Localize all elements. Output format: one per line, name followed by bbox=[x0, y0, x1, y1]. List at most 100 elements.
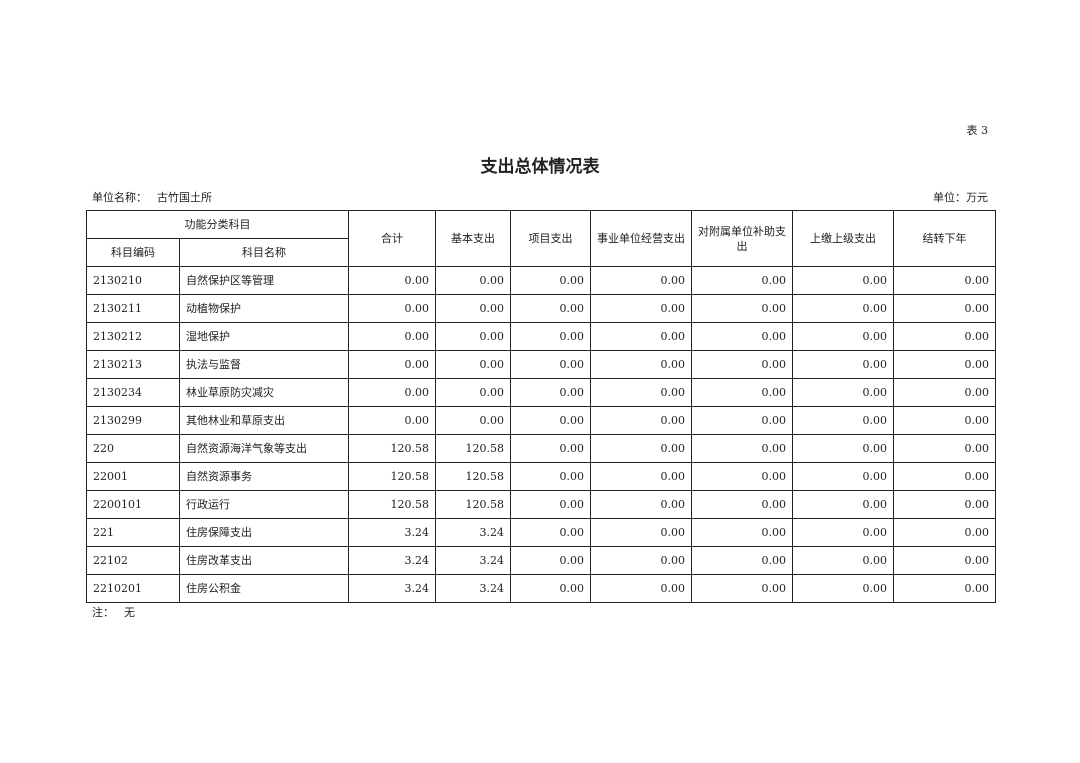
cell-carry: 0.00 bbox=[893, 266, 996, 295]
table-row: 221 住房保障支出 3.24 3.24 0.00 0.00 0.00 0.00 0.00 bbox=[86, 518, 996, 547]
table-row: 2130210 自然保护区等管理 0.00 0.00 0.00 0.00 0.00 0.00 0… bbox=[86, 266, 996, 295]
cell-code: 221 bbox=[86, 518, 180, 547]
cell-subsidy: 0.00 bbox=[691, 350, 793, 379]
cell-code: 2130211 bbox=[86, 294, 180, 323]
cell-project: 0.00 bbox=[510, 574, 591, 603]
cell-code: 22102 bbox=[86, 546, 180, 575]
cell-basic: 0.00 bbox=[435, 266, 511, 295]
cell-carry: 0.00 bbox=[893, 434, 996, 463]
cell-business: 0.00 bbox=[590, 518, 692, 547]
cell-code: 22001 bbox=[86, 462, 180, 491]
header-total: 合计 bbox=[348, 210, 436, 267]
cell-carry: 0.00 bbox=[893, 518, 996, 547]
cell-total: 3.24 bbox=[348, 518, 436, 547]
table-row: 2200101 行政运行 120.58 120.58 0.00 0.00 0.00 0.00 0… bbox=[86, 490, 996, 519]
cell-code: 2130213 bbox=[86, 350, 180, 379]
cell-total: 120.58 bbox=[348, 462, 436, 491]
cell-basic: 0.00 bbox=[435, 294, 511, 323]
cell-upper: 0.00 bbox=[792, 546, 894, 575]
cell-project: 0.00 bbox=[510, 406, 591, 435]
cell-subsidy: 0.00 bbox=[691, 490, 793, 519]
cell-total: 120.58 bbox=[348, 490, 436, 519]
cell-basic: 3.24 bbox=[435, 518, 511, 547]
cell-upper: 0.00 bbox=[792, 434, 894, 463]
cell-basic: 3.24 bbox=[435, 574, 511, 603]
cell-basic: 120.58 bbox=[435, 462, 511, 491]
note-value: 无 bbox=[124, 606, 135, 619]
cell-name: 林业草原防灾减灾 bbox=[179, 378, 349, 407]
cell-subsidy: 0.00 bbox=[691, 434, 793, 463]
table-row: 2130234 林业草原防灾减灾 0.00 0.00 0.00 0.00 0.00 0.00 0… bbox=[86, 378, 996, 407]
cell-subsidy: 0.00 bbox=[691, 266, 793, 295]
table-row: 220 自然资源海洋气象等支出 120.58 120.58 0.00 0.00 0.00 0.… bbox=[86, 434, 996, 463]
cell-code: 2130210 bbox=[86, 266, 180, 295]
table-row: 22001 自然资源事务 120.58 120.58 0.00 0.00 0.00 0.00 0… bbox=[86, 462, 996, 491]
cell-name: 行政运行 bbox=[179, 490, 349, 519]
cell-upper: 0.00 bbox=[792, 462, 894, 491]
cell-name: 其他林业和草原支出 bbox=[179, 406, 349, 435]
cell-name: 住房改革支出 bbox=[179, 546, 349, 575]
cell-carry: 0.00 bbox=[893, 322, 996, 351]
cell-upper: 0.00 bbox=[792, 266, 894, 295]
cell-upper: 0.00 bbox=[792, 518, 894, 547]
cell-subsidy: 0.00 bbox=[691, 574, 793, 603]
cell-code: 220 bbox=[86, 434, 180, 463]
unit-name-value: 古竹国土所 bbox=[157, 191, 212, 204]
header-basic: 基本支出 bbox=[435, 210, 511, 267]
cell-upper: 0.00 bbox=[792, 490, 894, 519]
cell-business: 0.00 bbox=[590, 266, 692, 295]
cell-project: 0.00 bbox=[510, 294, 591, 323]
cell-project: 0.00 bbox=[510, 434, 591, 463]
cell-name: 自然资源海洋气象等支出 bbox=[179, 434, 349, 463]
cell-code: 2200101 bbox=[86, 490, 180, 519]
cell-carry: 0.00 bbox=[893, 490, 996, 519]
cell-carry: 0.00 bbox=[893, 350, 996, 379]
cell-name: 自然保护区等管理 bbox=[179, 266, 349, 295]
note-label: 注： bbox=[92, 606, 114, 619]
cell-upper: 0.00 bbox=[792, 378, 894, 407]
cell-upper: 0.00 bbox=[792, 294, 894, 323]
cell-project: 0.00 bbox=[510, 350, 591, 379]
header-project: 项目支出 bbox=[510, 210, 591, 267]
cell-subsidy: 0.00 bbox=[691, 406, 793, 435]
cell-subsidy: 0.00 bbox=[691, 546, 793, 575]
cell-upper: 0.00 bbox=[792, 350, 894, 379]
cell-business: 0.00 bbox=[590, 294, 692, 323]
table-number: 表 3 bbox=[966, 124, 989, 137]
cell-total: 120.58 bbox=[348, 434, 436, 463]
cell-carry: 0.00 bbox=[893, 462, 996, 491]
cell-business: 0.00 bbox=[590, 546, 692, 575]
header-name: 科目名称 bbox=[179, 238, 349, 267]
cell-project: 0.00 bbox=[510, 546, 591, 575]
cell-carry: 0.00 bbox=[893, 406, 996, 435]
cell-carry: 0.00 bbox=[893, 294, 996, 323]
cell-subsidy: 0.00 bbox=[691, 518, 793, 547]
cell-business: 0.00 bbox=[590, 378, 692, 407]
cell-total: 3.24 bbox=[348, 546, 436, 575]
cell-business: 0.00 bbox=[590, 574, 692, 603]
cell-basic: 120.58 bbox=[435, 434, 511, 463]
cell-carry: 0.00 bbox=[893, 546, 996, 575]
unit-name-label: 单位名称： bbox=[92, 191, 147, 204]
cell-project: 0.00 bbox=[510, 378, 591, 407]
cell-carry: 0.00 bbox=[893, 378, 996, 407]
cell-business: 0.00 bbox=[590, 490, 692, 519]
cell-code: 2210201 bbox=[86, 574, 180, 603]
header-upper: 上缴上级支出 bbox=[792, 210, 894, 267]
cell-subsidy: 0.00 bbox=[691, 294, 793, 323]
table-row: 2130212 湿地保护 0.00 0.00 0.00 0.00 0.00 0.00 0.00 bbox=[86, 322, 996, 351]
cell-name: 湿地保护 bbox=[179, 322, 349, 351]
page-title: 支出总体情况表 bbox=[480, 157, 600, 177]
cell-project: 0.00 bbox=[510, 490, 591, 519]
header-code: 科目编码 bbox=[86, 238, 180, 267]
cell-code: 2130212 bbox=[86, 322, 180, 351]
cell-basic: 0.00 bbox=[435, 322, 511, 351]
cell-carry: 0.00 bbox=[893, 574, 996, 603]
table-row: 2210201 住房公积金 3.24 3.24 0.00 0.00 0.00 0.00 0.00 bbox=[86, 574, 996, 603]
cell-name: 住房保障支出 bbox=[179, 518, 349, 547]
cell-total: 0.00 bbox=[348, 322, 436, 351]
header-carry: 结转下年 bbox=[893, 210, 996, 267]
cell-business: 0.00 bbox=[590, 434, 692, 463]
cell-subsidy: 0.00 bbox=[691, 462, 793, 491]
currency-unit: 单位：万元 bbox=[933, 191, 988, 204]
